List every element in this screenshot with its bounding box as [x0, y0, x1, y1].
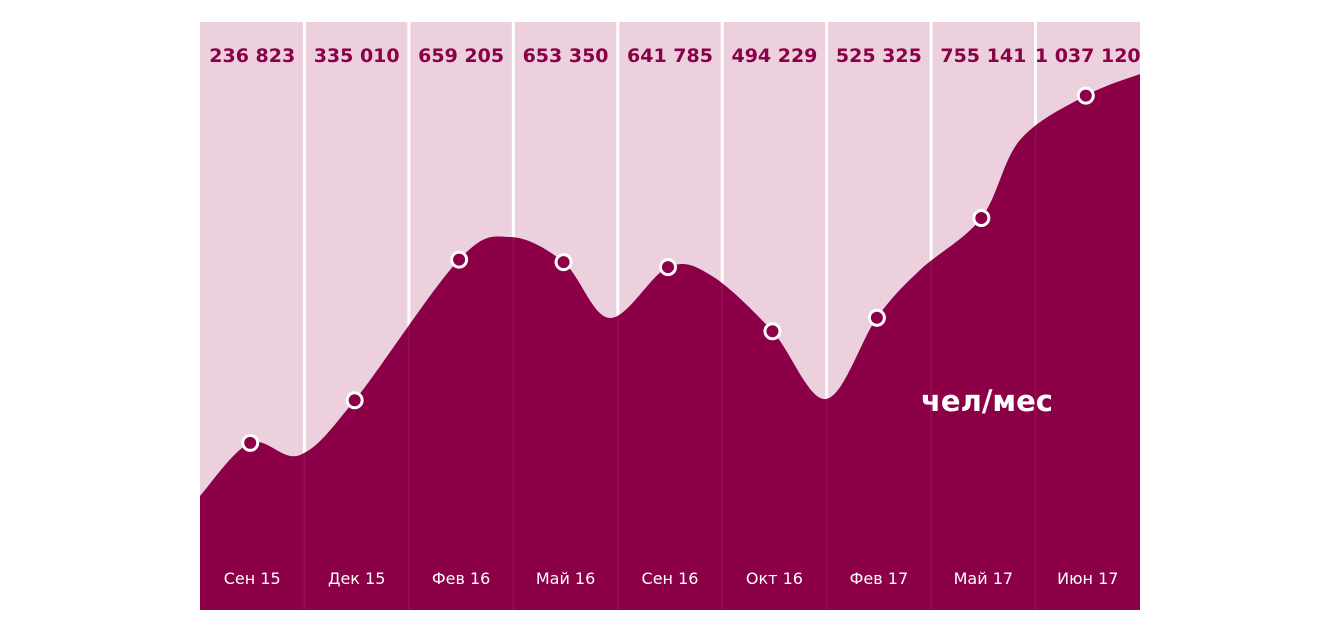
category-label: Фев 17 — [850, 569, 909, 588]
data-point — [554, 253, 573, 272]
inner-dividers — [303, 22, 1037, 610]
category-label: Май 17 — [954, 569, 1013, 588]
category-label: Фев 16 — [432, 569, 491, 588]
area-fill — [200, 74, 1140, 610]
value-label: 494 229 — [731, 45, 817, 67]
category-label: Июн 17 — [1057, 569, 1118, 588]
data-point — [450, 250, 469, 269]
data-point — [867, 308, 886, 327]
value-label: 641 785 — [627, 45, 713, 67]
category-label: Май 16 — [536, 569, 595, 588]
data-point — [763, 322, 782, 341]
value-label: 659 205 — [418, 45, 504, 67]
value-label: 236 823 — [209, 45, 295, 67]
value-label: 1 037 120 — [1035, 45, 1141, 67]
category-labels: Сен 15 Дек 15 Фев 16 Май 16 Сен 16 Окт 16 Фев … — [224, 569, 1119, 588]
category-label: Дек 15 — [328, 569, 385, 588]
value-label: 653 350 — [523, 45, 609, 67]
category-label: Окт 16 — [746, 569, 803, 588]
value-label: 755 141 — [940, 45, 1026, 67]
value-labels: 236 823 335 010 659 205 653 350 641 785 494 2… — [209, 45, 1140, 67]
value-label: 335 010 — [314, 45, 400, 67]
data-point — [972, 208, 991, 227]
data-point — [1076, 86, 1095, 105]
category-label: Сен 16 — [642, 569, 699, 588]
data-point — [659, 258, 677, 277]
data-points — [241, 86, 1095, 452]
unit-label: чел/мес — [921, 384, 1053, 418]
data-point — [241, 433, 260, 452]
data-point — [345, 391, 364, 410]
category-label: Сен 15 — [224, 569, 281, 588]
value-label: 525 325 — [836, 45, 922, 67]
